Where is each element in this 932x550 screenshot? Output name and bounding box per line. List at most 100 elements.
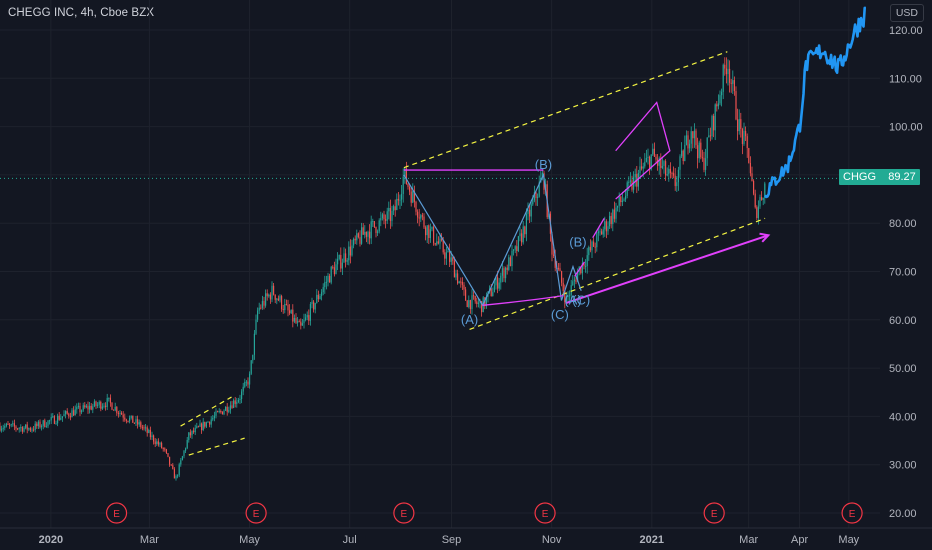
candle-body [701,157,703,159]
candle-body [693,130,695,139]
earnings-event[interactable]: E [393,502,415,524]
candle-body [223,410,225,415]
candle-body [295,317,297,323]
candle-body [2,427,4,429]
candle-body [124,417,126,420]
last-price-value: 89.27 [888,171,916,183]
early-channel-upper [180,396,232,427]
candle-body [567,295,569,297]
candle-body [476,301,478,304]
candle-body [282,308,284,311]
candle-body [137,419,139,425]
candle-body [82,405,84,411]
candle-body [501,268,503,276]
candle-body [183,450,185,457]
earnings-event[interactable]: E [703,502,725,524]
candle-body [468,300,470,308]
candle-body [193,430,195,433]
price-tick-label: 50.00 [889,363,917,375]
candle-body [373,221,375,228]
candle-body [711,116,713,137]
earnings-event[interactable]: E [841,502,863,524]
price-tick-label: 120.00 [889,25,923,37]
currency-button[interactable]: USD [889,4,924,22]
candle-body [751,173,753,181]
candle-body [260,307,262,309]
candle-body [165,449,167,454]
candle-body [377,231,379,233]
candle-body [570,285,572,296]
pattern-bottom-curve [482,295,564,306]
candle-body [303,319,305,324]
candle-body [15,426,17,429]
candle-body [89,405,91,410]
candle-body [149,430,151,438]
candle-body [37,421,39,427]
candle-body [245,381,247,383]
candle-body [250,360,252,374]
candle-body [461,281,463,285]
earnings-event[interactable]: E [534,502,556,524]
candle-body [687,135,689,149]
candle-body [628,181,630,183]
price-tick-label: 40.00 [889,411,917,423]
candle-body [495,277,497,286]
candle-body [397,198,399,201]
candle-body [330,266,332,283]
candle-body [573,279,575,282]
candle-body [661,166,663,168]
candle-body [17,428,19,430]
pattern-small-flag [574,261,586,277]
earnings-event[interactable]: E [245,502,267,524]
candle-body [189,432,191,436]
candle-body [706,137,708,159]
candle-body [525,213,527,235]
candle-body [621,200,623,203]
candle-body [133,422,135,424]
candle-body [385,219,387,221]
candle-body [639,166,641,173]
candle-body [178,464,180,476]
candle-body [447,250,449,253]
candle-body [415,201,417,212]
candle-body [458,281,460,284]
wave-label: (C) [551,307,569,322]
candle-body [426,225,428,236]
candle-body [154,441,156,445]
candle-body [729,68,731,83]
candle-body [85,405,87,408]
candle-body [69,416,71,418]
candle-body [209,421,211,425]
candle-body [413,190,415,202]
candle-body [700,142,702,158]
candle-body [583,262,585,267]
candle-body [668,168,670,175]
candle-body [103,405,105,407]
candle-body [389,207,391,221]
candle-body [655,156,657,160]
candle-body [63,414,65,417]
earnings-event[interactable]: E [105,502,128,524]
candle-body [221,411,223,415]
candle-body [204,421,206,427]
candle-body [393,206,395,211]
candle-body [455,273,457,278]
time-tick-label: Mar [739,534,758,546]
candle-body [325,281,327,283]
earnings-marker [245,502,267,524]
candle-body [399,199,401,201]
candle-body [551,233,553,255]
candle-body [524,226,526,235]
candle-body [125,419,127,421]
candle-body [25,424,27,428]
candle-body [585,266,587,268]
candle-body [313,301,315,310]
early-channel-lower [188,437,245,456]
candle-body [343,253,345,263]
candle-body [20,427,22,429]
candle-body [172,465,174,469]
candle-body [324,282,326,288]
candle-body [727,68,729,75]
earnings-marker [841,502,863,524]
